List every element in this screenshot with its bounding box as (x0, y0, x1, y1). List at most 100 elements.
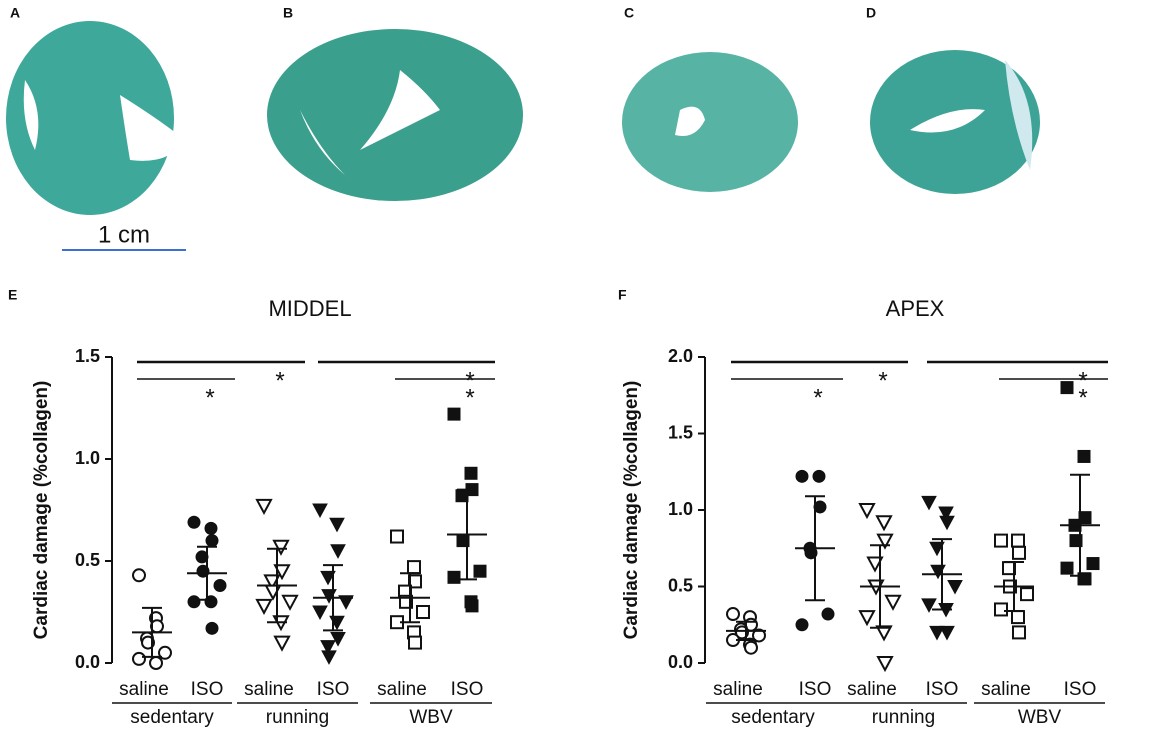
panel-label: A (10, 5, 20, 21)
histology-images: 1 cm A B C D (6, 5, 1040, 251)
group-label: sedentary (130, 707, 214, 728)
data-point (205, 534, 219, 548)
data-point (149, 656, 163, 670)
y-axis-label: Cardiac damage (%collagen) (31, 381, 52, 640)
y-tick-label: 0.5 (668, 575, 693, 595)
data-point (312, 503, 328, 519)
data-point (858, 503, 876, 520)
data-point (866, 556, 884, 573)
data-point (821, 607, 835, 621)
data-point (795, 618, 809, 632)
heart-section (6, 21, 174, 215)
data-point (929, 625, 945, 641)
data-point (744, 640, 758, 655)
significance-label: * (465, 384, 474, 411)
panel-label: C (624, 5, 634, 21)
data-point (273, 564, 291, 581)
data-point (929, 541, 945, 557)
data-point (939, 625, 955, 641)
x-tick-label: saline (981, 679, 1031, 700)
data-point (132, 568, 146, 583)
data-point (407, 560, 421, 575)
significance-label: * (1078, 367, 1087, 394)
lumen (360, 70, 440, 150)
lumen (120, 95, 185, 161)
heart-section (622, 52, 798, 192)
panel-label: B (283, 5, 293, 21)
x-tick-label: saline (847, 679, 897, 700)
data-point (255, 598, 273, 615)
data-point (321, 650, 337, 665)
data-point (876, 656, 894, 673)
data-point (213, 578, 227, 592)
panel-label: E (8, 287, 17, 303)
significance-label: * (465, 367, 474, 394)
x-tick-label: ISO (317, 679, 350, 700)
y-tick-label: 0.5 (75, 550, 100, 570)
x-tick-label: ISO (799, 679, 832, 700)
data-point (272, 539, 290, 556)
data-point (858, 610, 876, 627)
y-tick-label: 1.0 (75, 448, 100, 468)
panel-label: F (618, 287, 627, 303)
data-point (281, 594, 299, 611)
x-tick-label: saline (377, 679, 427, 700)
data-point (1060, 561, 1074, 575)
chart-title: MIDDEL (268, 296, 351, 321)
data-point (263, 574, 281, 591)
lumen (910, 109, 985, 133)
y-tick-label: 0.0 (668, 652, 693, 672)
data-point (726, 607, 740, 622)
data-point (465, 599, 479, 613)
lumen (675, 106, 705, 136)
data-point (795, 469, 809, 483)
significance-label: * (205, 384, 214, 411)
data-point (464, 466, 478, 480)
x-tick-label: saline (713, 679, 763, 700)
group-label: WBV (1018, 707, 1062, 728)
y-axis-label: Cardiac damage (%collagen) (621, 381, 642, 640)
data-point (408, 635, 422, 650)
significance-label: * (813, 384, 822, 411)
significance-label: * (878, 367, 887, 394)
data-point (884, 594, 902, 611)
data-point (447, 570, 461, 584)
data-point (947, 580, 963, 595)
data-point (921, 495, 937, 511)
data-point (1020, 587, 1034, 602)
data-point (204, 521, 218, 535)
y-tick-label: 2.0 (668, 346, 693, 366)
data-point (330, 544, 346, 559)
data-point (320, 570, 336, 586)
group-label: running (872, 707, 935, 728)
data-point (1012, 625, 1026, 640)
y-tick-label: 1.5 (668, 422, 693, 442)
group-label: WBV (409, 707, 453, 728)
x-tick-label: ISO (1064, 679, 1097, 700)
data-point (447, 407, 461, 421)
data-point (1012, 545, 1026, 560)
x-tick-label: ISO (451, 679, 484, 700)
data-point (187, 595, 201, 609)
data-point (994, 602, 1008, 617)
y-tick-label: 1.5 (75, 346, 100, 366)
data-point (132, 651, 146, 666)
data-point (329, 517, 345, 533)
x-tick-label: ISO (191, 679, 224, 700)
data-point (875, 515, 893, 532)
group-label: sedentary (731, 707, 815, 728)
data-point (876, 533, 894, 550)
scale-label: 1 cm (98, 221, 150, 248)
data-point (938, 506, 954, 522)
significance-label: * (275, 367, 284, 394)
data-point (875, 625, 893, 642)
chart-title: APEX (886, 296, 945, 321)
data-point (320, 640, 336, 655)
data-point (330, 632, 346, 647)
data-point (1011, 533, 1025, 548)
data-point (473, 564, 487, 578)
data-point (416, 605, 430, 619)
data-point (812, 469, 826, 483)
data-point (939, 515, 955, 531)
